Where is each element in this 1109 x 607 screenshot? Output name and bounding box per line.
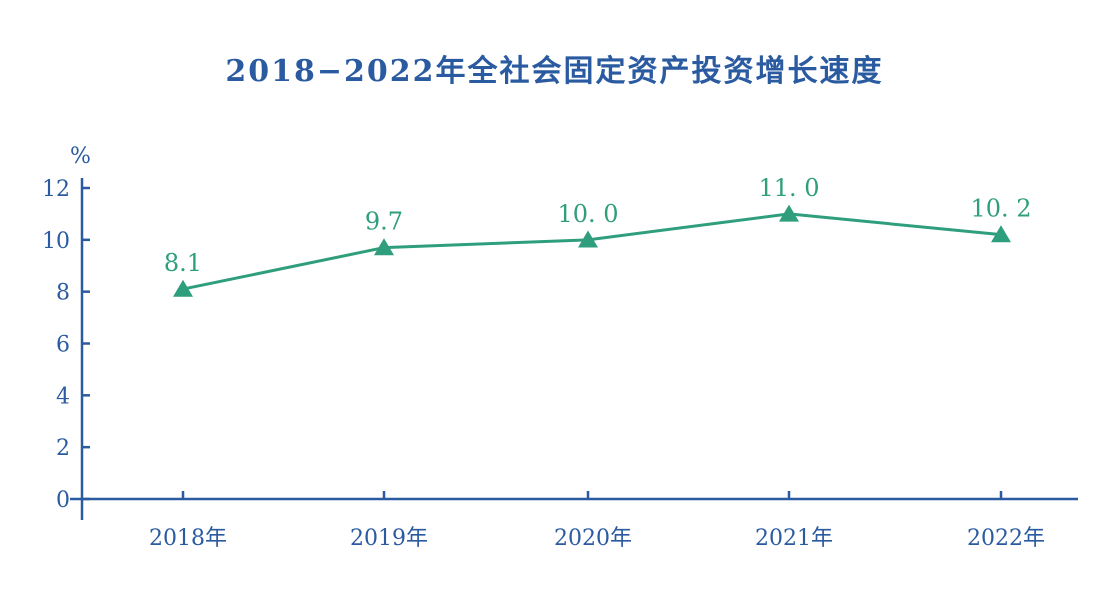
x-tick-label: 2018年 [149,526,227,551]
y-tick-label: 10 [42,229,70,254]
y-tick-label: 12 [42,177,70,202]
y-tick-label: 4 [56,384,70,409]
x-tick-label: 2019年 [350,526,428,551]
data-label: 11. 0 [758,174,819,202]
data-label: 10. 0 [557,200,618,228]
x-tick-label: 2021年 [755,526,833,551]
x-tick-label: 2022年 [967,526,1045,551]
y-tick-label: 8 [56,281,70,306]
data-label: 8.1 [164,249,202,277]
data-label: 10. 2 [970,195,1031,223]
data-point-marker [779,205,799,222]
y-axis-unit: % [70,144,91,169]
x-tick-label: 2020年 [554,526,632,551]
y-tick-label: 0 [56,488,70,513]
y-tick-label: 6 [56,333,70,358]
data-label: 9.7 [365,208,403,236]
y-tick-label: 2 [56,436,70,461]
